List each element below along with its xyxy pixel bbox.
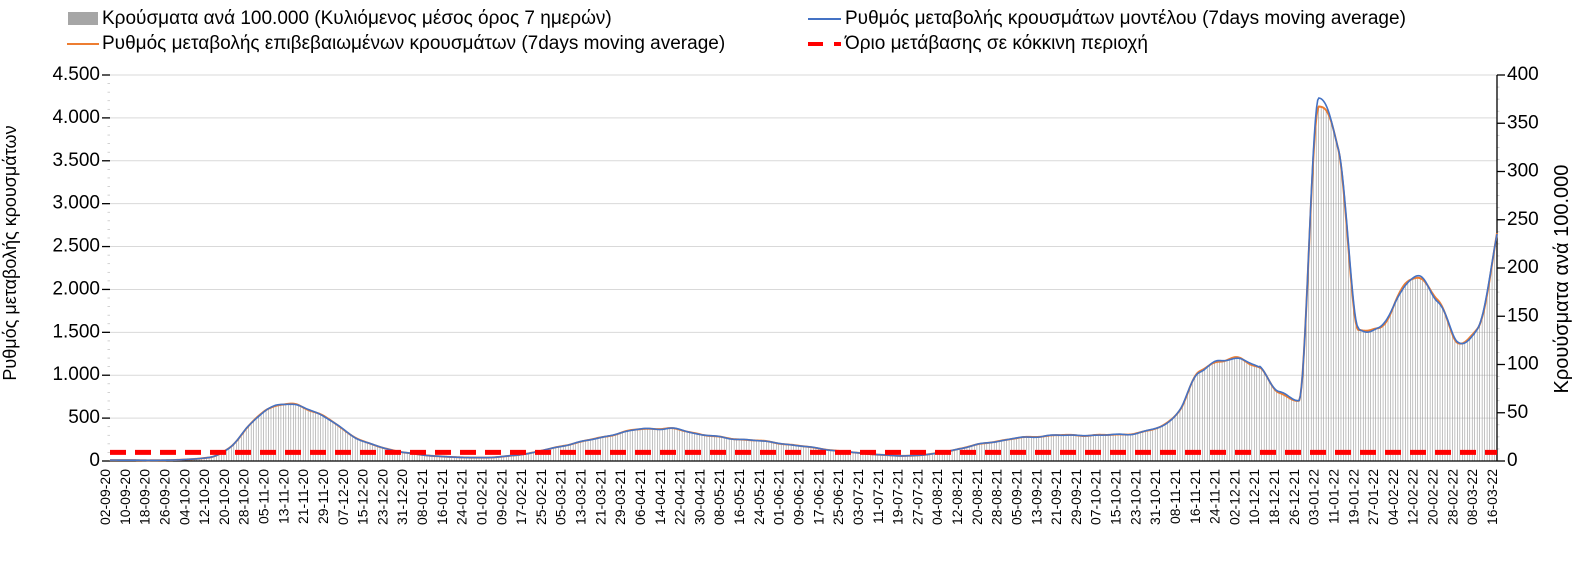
svg-text:18-09-20: 18-09-20: [137, 469, 153, 525]
svg-text:21-11-20: 21-11-20: [295, 469, 311, 524]
svg-text:150: 150: [1507, 305, 1539, 326]
svg-text:29-03-21: 29-03-21: [612, 469, 628, 525]
svg-text:16-11-21: 16-11-21: [1187, 469, 1203, 524]
svg-text:26-09-20: 26-09-20: [156, 469, 172, 525]
svg-text:29-11-20: 29-11-20: [315, 469, 331, 524]
svg-text:02-12-21: 02-12-21: [1226, 469, 1242, 525]
svg-text:25-02-21: 25-02-21: [533, 469, 549, 525]
svg-text:23-12-20: 23-12-20: [374, 469, 390, 525]
svg-text:12-10-20: 12-10-20: [196, 469, 212, 525]
svg-text:28-08-21: 28-08-21: [989, 469, 1005, 525]
svg-text:19-07-21: 19-07-21: [890, 469, 906, 525]
svg-text:05-09-21: 05-09-21: [1008, 469, 1024, 525]
svg-text:29-09-21: 29-09-21: [1068, 469, 1084, 525]
svg-text:21-09-21: 21-09-21: [1048, 469, 1064, 525]
svg-text:07-10-21: 07-10-21: [1088, 469, 1104, 525]
svg-text:20-08-21: 20-08-21: [969, 469, 985, 525]
svg-text:24-01-21: 24-01-21: [454, 469, 470, 525]
svg-text:08-05-21: 08-05-21: [711, 469, 727, 525]
svg-text:28-10-20: 28-10-20: [236, 469, 252, 525]
svg-text:04-10-20: 04-10-20: [176, 469, 192, 525]
svg-text:27-07-21: 27-07-21: [909, 469, 925, 525]
svg-text:19-01-22: 19-01-22: [1345, 469, 1361, 525]
svg-text:09-06-21: 09-06-21: [791, 469, 807, 525]
svg-text:07-12-20: 07-12-20: [335, 469, 351, 525]
svg-text:0: 0: [89, 450, 100, 471]
svg-text:16-01-21: 16-01-21: [434, 469, 450, 525]
svg-text:08-03-22: 08-03-22: [1464, 469, 1480, 525]
svg-text:3.000: 3.000: [52, 193, 100, 214]
svg-text:13-03-21: 13-03-21: [573, 469, 589, 525]
svg-text:350: 350: [1507, 112, 1539, 133]
svg-text:Ρυθμός μεταβολής επιβεβαιωμένω: Ρυθμός μεταβολής επιβεβαιωμένων κρουσμάτ…: [102, 33, 725, 54]
svg-text:03-07-21: 03-07-21: [850, 469, 866, 525]
svg-text:12-08-21: 12-08-21: [949, 469, 965, 525]
svg-text:10-12-21: 10-12-21: [1246, 469, 1262, 525]
svg-text:Ρυθμός μεταβολής κρουσμάτων: Ρυθμός μεταβολής κρουσμάτων: [0, 125, 20, 380]
svg-text:2.500: 2.500: [52, 236, 100, 257]
svg-text:10-09-20: 10-09-20: [117, 469, 133, 525]
svg-text:Όριο μετάβασης σε κόκκινη περι: Όριο μετάβασης σε κόκκινη περιοχή: [844, 33, 1148, 54]
svg-text:1.500: 1.500: [52, 321, 100, 342]
svg-text:24-11-21: 24-11-21: [1207, 469, 1223, 524]
svg-text:17-02-21: 17-02-21: [513, 469, 529, 525]
svg-text:05-11-20: 05-11-20: [256, 469, 272, 524]
svg-text:Κρούσματα ανά 100.000 (Κυλιόμε: Κρούσματα ανά 100.000 (Κυλιόμενος μέσος …: [102, 8, 612, 29]
svg-text:13-09-21: 13-09-21: [1028, 469, 1044, 525]
svg-text:Ρυθμός μεταβολής κρουσμάτων μο: Ρυθμός μεταβολής κρουσμάτων μοντέλου (7d…: [845, 8, 1406, 29]
svg-text:13-11-20: 13-11-20: [275, 469, 291, 524]
svg-text:400: 400: [1507, 64, 1539, 85]
svg-text:18-12-21: 18-12-21: [1266, 469, 1282, 525]
svg-text:06-04-21: 06-04-21: [632, 469, 648, 525]
svg-text:12-02-22: 12-02-22: [1405, 469, 1421, 525]
svg-text:4.500: 4.500: [52, 64, 100, 85]
svg-text:31-10-21: 31-10-21: [1147, 469, 1163, 525]
svg-text:200: 200: [1507, 257, 1539, 278]
svg-text:02-09-20: 02-09-20: [97, 469, 113, 525]
svg-text:24-05-21: 24-05-21: [751, 469, 767, 525]
svg-text:08-11-21: 08-11-21: [1167, 469, 1183, 524]
svg-text:15-12-20: 15-12-20: [355, 469, 371, 525]
svg-text:23-10-21: 23-10-21: [1127, 469, 1143, 525]
svg-text:16-03-22: 16-03-22: [1484, 469, 1500, 525]
svg-text:11-07-21: 11-07-21: [870, 469, 886, 524]
svg-text:03-01-22: 03-01-22: [1306, 469, 1322, 525]
svg-text:20-02-22: 20-02-22: [1425, 469, 1441, 525]
svg-text:31-12-20: 31-12-20: [394, 469, 410, 525]
svg-text:500: 500: [68, 407, 100, 428]
svg-text:01-02-21: 01-02-21: [473, 469, 489, 525]
svg-text:04-02-22: 04-02-22: [1385, 469, 1401, 525]
svg-text:16-05-21: 16-05-21: [731, 469, 747, 525]
svg-text:05-03-21: 05-03-21: [553, 469, 569, 525]
svg-text:17-06-21: 17-06-21: [810, 469, 826, 525]
svg-text:22-04-21: 22-04-21: [672, 469, 688, 525]
svg-text:0: 0: [1507, 450, 1518, 471]
svg-text:250: 250: [1507, 209, 1539, 230]
svg-text:14-04-21: 14-04-21: [652, 469, 668, 525]
svg-text:01-06-21: 01-06-21: [771, 469, 787, 525]
svg-text:50: 50: [1507, 402, 1528, 423]
svg-text:1.000: 1.000: [52, 364, 100, 385]
svg-text:26-12-21: 26-12-21: [1286, 469, 1302, 525]
svg-text:Κρουύσματα ανά 100.000: Κρουύσματα ανά 100.000: [1551, 165, 1573, 394]
svg-text:28-02-22: 28-02-22: [1444, 469, 1460, 525]
svg-text:20-10-20: 20-10-20: [216, 469, 232, 525]
svg-text:3.500: 3.500: [52, 150, 100, 171]
svg-text:100: 100: [1507, 354, 1539, 375]
svg-text:15-10-21: 15-10-21: [1108, 469, 1124, 525]
svg-text:300: 300: [1507, 161, 1539, 182]
svg-text:04-08-21: 04-08-21: [929, 469, 945, 525]
svg-text:08-01-21: 08-01-21: [414, 469, 430, 525]
svg-text:2.000: 2.000: [52, 278, 100, 299]
svg-text:25-06-21: 25-06-21: [830, 469, 846, 525]
svg-text:11-01-22: 11-01-22: [1325, 469, 1341, 524]
svg-text:09-02-21: 09-02-21: [493, 469, 509, 525]
svg-text:30-04-21: 30-04-21: [691, 469, 707, 525]
svg-text:4.000: 4.000: [52, 107, 100, 128]
svg-text:21-03-21: 21-03-21: [592, 469, 608, 525]
svg-text:27-01-22: 27-01-22: [1365, 469, 1381, 525]
